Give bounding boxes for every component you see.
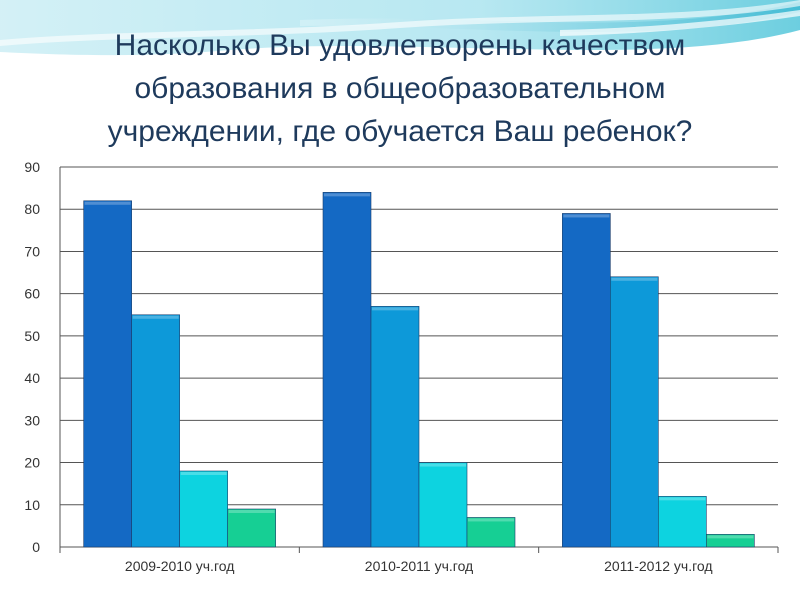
bar-1-series-1	[83, 200, 132, 548]
y-tick-label: 70	[24, 243, 40, 259]
bar-2-series-2	[370, 306, 420, 548]
y-tick-label: 30	[24, 412, 40, 428]
bar-highlight	[372, 307, 418, 311]
bar-1-series-4	[227, 508, 276, 548]
bar-3-series-2	[610, 276, 659, 548]
bar-highlight	[707, 535, 754, 539]
y-tick-label: 0	[32, 539, 40, 555]
bar-highlight	[84, 201, 131, 205]
bar-highlight	[468, 518, 514, 522]
x-category-label: 2010-2011 уч.год	[365, 558, 473, 574]
y-tick-label: 80	[24, 201, 40, 217]
bar-2-series-4	[466, 517, 516, 548]
bar-highlight	[228, 510, 275, 513]
bar-1-series-2	[131, 314, 180, 548]
x-category-label: 2009-2010 уч.год	[125, 558, 234, 574]
title-line-3: учреждении, где обучается Ваш ребенок?	[107, 115, 693, 148]
bar-highlight	[180, 472, 227, 475]
y-tick-label: 50	[24, 328, 40, 344]
bar-2-series-1	[322, 192, 372, 548]
title-line-1: Насколько Вы удовлетворены качеством	[114, 29, 686, 62]
bar-highlight	[132, 315, 179, 319]
bar-3-series-4	[706, 534, 755, 548]
bar-highlight	[420, 463, 466, 467]
chart-title: Насколько Вы удовлетворены качеством обр…	[20, 24, 780, 153]
y-tick-label: 40	[24, 370, 40, 386]
bar-highlight	[611, 277, 658, 281]
y-tick-label: 20	[24, 455, 40, 471]
y-tick-label: 90	[24, 159, 40, 175]
bar-2-series-3	[418, 462, 468, 548]
bar-1-series-3	[179, 470, 228, 548]
x-category-label: 2011-2012 уч.год	[604, 558, 712, 574]
bar-highlight	[563, 214, 610, 218]
bar-3-series-3	[658, 496, 707, 548]
y-tick-label: 10	[24, 497, 40, 513]
bar-highlight	[324, 193, 370, 197]
y-tick-label: 60	[24, 286, 40, 302]
title-line-2: образования в общеобразовательном	[134, 72, 666, 105]
bar-3-series-1	[562, 213, 611, 548]
bar-highlight	[659, 497, 706, 501]
